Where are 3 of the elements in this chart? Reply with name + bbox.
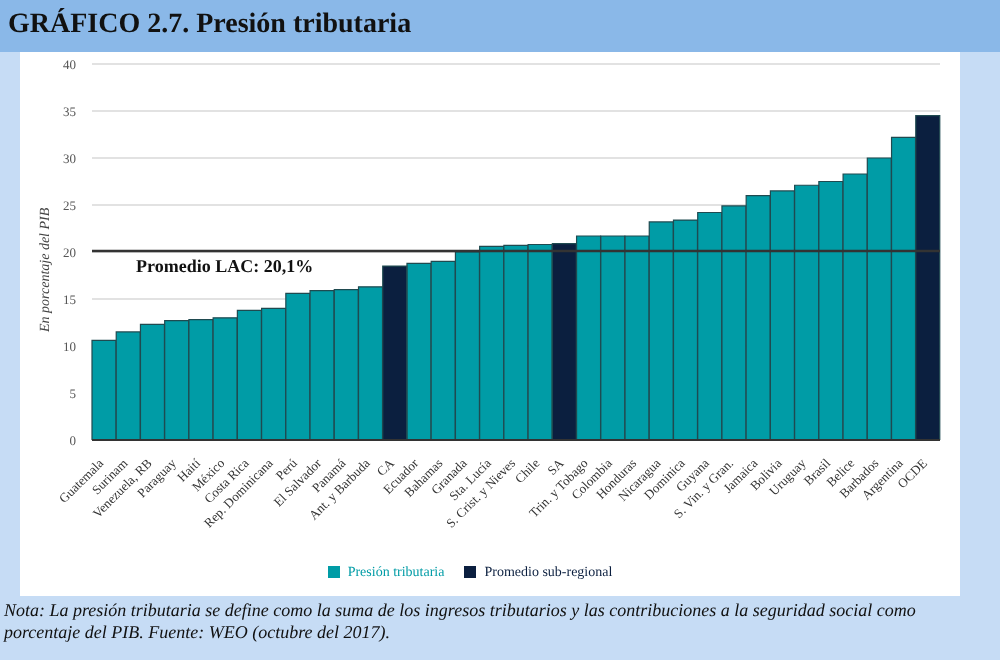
ref-line-label: Promedio LAC: 20,1% — [136, 255, 314, 276]
chart-title: GRÁFICO 2.7. Presión tributaria — [0, 0, 1000, 52]
text: Nota: La presión tributaria se define como la suma de los ingresos tributarios y las contribuciones a la seguridad social como porcentaje del PIB. Fuente: WEO (octubre del 2017). — [4, 600, 918, 644]
